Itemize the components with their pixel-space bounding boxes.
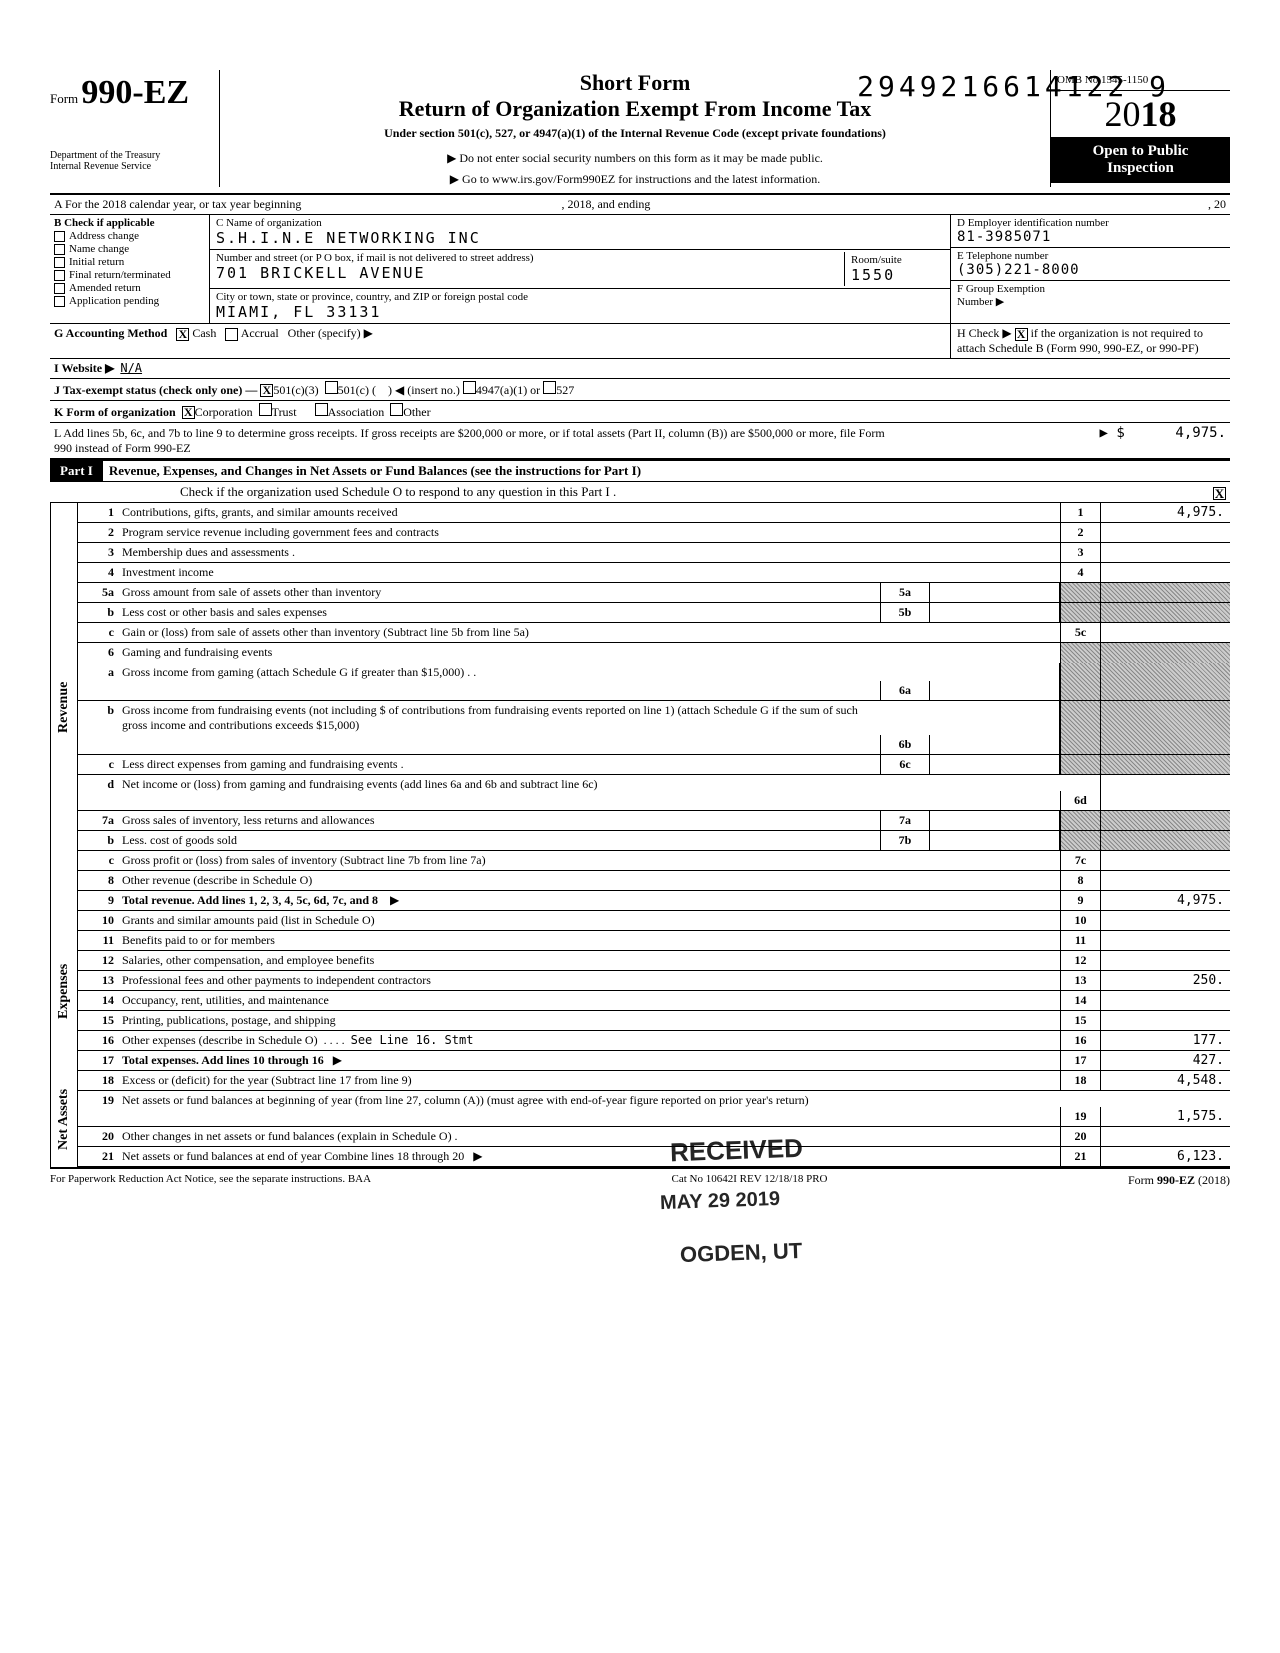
checkbox-527[interactable] [543, 381, 556, 394]
net-assets-label: Net Assets [50, 1071, 78, 1167]
form-number: 990-EZ [81, 74, 189, 111]
dept-treasury: Department of the Treasury [50, 150, 211, 161]
col-c-org-info: C Name of organization S.H.I.N.E NETWORK… [210, 215, 950, 323]
expenses-label: Expenses [50, 911, 78, 1071]
row-l-gross-receipts: L Add lines 5b, 6c, and 7b to line 9 to … [50, 423, 1230, 460]
field-room: Room/suite 1550 [844, 252, 944, 286]
checkbox-cash[interactable]: X [176, 328, 189, 341]
footer-mid: Cat No 10642I REV 12/18/18 PRO [672, 1173, 828, 1188]
footer-right: Form 990-EZ (2018) [1128, 1173, 1230, 1188]
line-18-amount: 4,548. [1100, 1071, 1230, 1090]
checkbox-schedule-o[interactable]: X [1213, 487, 1226, 500]
checkbox-final-return[interactable] [54, 270, 65, 281]
row-g-accounting: G Accounting Method X Cash Accrual Other… [50, 324, 1230, 359]
form-prefix: Form [50, 91, 78, 106]
line-17-amount: 427. [1100, 1051, 1230, 1070]
checkbox-address-change[interactable] [54, 231, 65, 242]
checkbox-amended[interactable] [54, 283, 65, 294]
checkbox-4947[interactable] [463, 381, 476, 394]
schedule-o-check: Check if the organization used Schedule … [50, 482, 1230, 502]
checkbox-schedule-b[interactable]: X [1015, 328, 1028, 341]
checkbox-initial-return[interactable] [54, 257, 65, 268]
checkbox-corp[interactable]: X [182, 406, 195, 419]
field-telephone: E Telephone number (305)221-8000 [951, 248, 1230, 281]
website-value: N/A [120, 361, 142, 375]
revenue-label: Revenue [50, 503, 78, 911]
field-street: Number and street (or P O box, if mail i… [210, 250, 950, 289]
field-ein: D Employer identification number 81-3985… [951, 215, 1230, 248]
col-b-checkboxes: B Check if applicable Address change Nam… [50, 215, 210, 323]
checkbox-501c3[interactable]: X [260, 384, 273, 397]
row-j-tax-status: J Tax-exempt status (check only one) — X… [50, 379, 1230, 401]
dept-irs: Internal Revenue Service [50, 161, 211, 172]
line-21-amount: 6,123. [1100, 1147, 1230, 1166]
subtitle: Under section 501(c), 527, or 4947(a)(1)… [230, 126, 1040, 141]
ogden-stamp: OGDEN, UT [680, 1238, 803, 1268]
checkbox-accrual[interactable] [225, 328, 238, 341]
line-16-amount: 177. [1100, 1031, 1230, 1050]
field-org-name: C Name of organization S.H.I.N.E NETWORK… [210, 215, 950, 250]
expenses-section: Expenses 10Grants and similar amounts pa… [50, 911, 1230, 1071]
part-1-label: Part I [50, 461, 103, 481]
part-1-title: Revenue, Expenses, and Changes in Net As… [103, 461, 1230, 481]
form-id-block: Form 990-EZ Department of the Treasury I… [50, 70, 220, 187]
checkbox-501c[interactable] [325, 381, 338, 394]
instructions-link: ▶ Go to www.irs.gov/Form990EZ for instru… [230, 172, 1040, 187]
field-group-exemption: F Group Exemption Number ▶ [951, 281, 1230, 310]
checkbox-assoc[interactable] [315, 403, 328, 416]
checkbox-app-pending[interactable] [54, 296, 65, 307]
line-16-note: See Line 16. Stmt [351, 1033, 474, 1047]
checkbox-name-change[interactable] [54, 244, 65, 255]
revenue-section: Revenue 1Contributions, gifts, grants, a… [50, 502, 1230, 911]
net-assets-section: Net Assets 18Excess or (deficit) for the… [50, 1071, 1230, 1167]
ssn-warning: ▶ Do not enter social security numbers o… [230, 151, 1040, 166]
open-to-public: Open to Public Inspection [1051, 137, 1230, 183]
form-page: 2949216614122 9 Form 990-EZ Department o… [50, 70, 1230, 1192]
row-k-org-form: K Form of organization X Corporation Tru… [50, 401, 1230, 423]
checkbox-other-org[interactable] [390, 403, 403, 416]
footer-left: For Paperwork Reduction Act Notice, see … [50, 1173, 371, 1188]
b-title: B Check if applicable [54, 217, 205, 229]
page-footer: For Paperwork Reduction Act Notice, see … [50, 1167, 1230, 1192]
line-13-amount: 250. [1100, 971, 1230, 990]
section-bcd: B Check if applicable Address change Nam… [50, 215, 1230, 324]
row-a-tax-year: A For the 2018 calendar year, or tax yea… [50, 195, 1230, 215]
checkbox-trust[interactable] [259, 403, 272, 416]
field-city: City or town, state or province, country… [210, 289, 950, 323]
col-d-ids: D Employer identification number 81-3985… [950, 215, 1230, 323]
row-i-website: I Website ▶ N/A [50, 359, 1230, 379]
line-19-amount: 1,575. [1100, 1107, 1230, 1126]
part-1-header: Part I Revenue, Expenses, and Changes in… [50, 460, 1230, 482]
line-9-amount: 4,975. [1100, 891, 1230, 910]
line-1-amount: 4,975. [1100, 503, 1230, 522]
gross-receipts-amount: 4,975. [1175, 425, 1226, 441]
dln-number: 2949216614122 9 [857, 70, 1170, 103]
